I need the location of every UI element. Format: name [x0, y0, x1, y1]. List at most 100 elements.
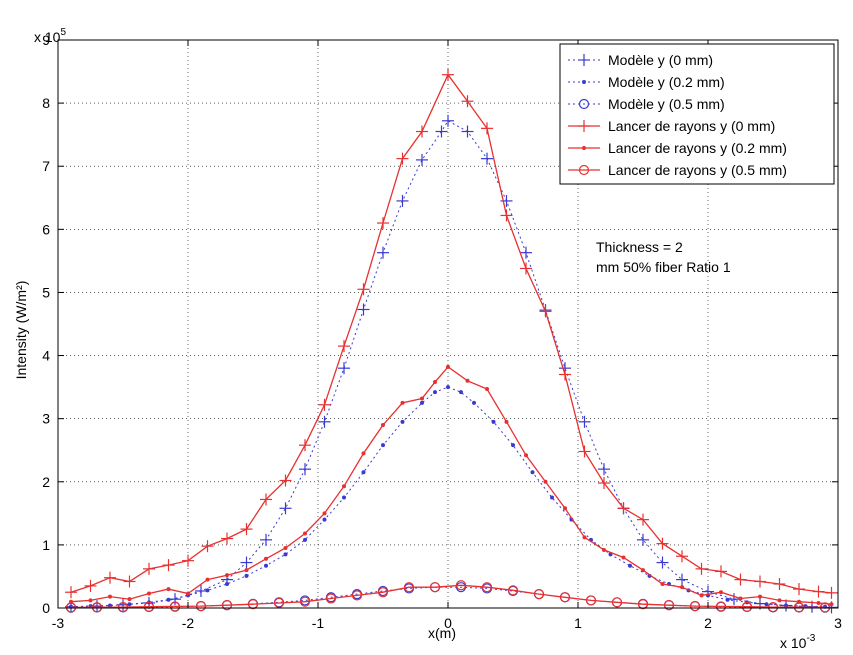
y-tick-label: 7	[42, 158, 50, 174]
series-1-point	[303, 537, 307, 542]
series-4-point	[342, 484, 346, 489]
series-3-point	[461, 95, 474, 108]
series-5-point	[299, 596, 311, 607]
series-3-point	[416, 125, 428, 138]
series-0-point	[357, 303, 370, 316]
series-3-point	[318, 398, 331, 411]
series-5-point	[377, 587, 389, 598]
series-4	[69, 364, 834, 607]
x-multiplier: x 10-3	[780, 633, 816, 651]
series-0-point	[279, 502, 292, 515]
series-line-0	[70, 120, 832, 608]
series-1-point	[264, 563, 268, 568]
series-1-point	[459, 390, 463, 395]
series-4-point	[699, 593, 704, 598]
series-5-point	[247, 599, 259, 610]
series-3-point	[559, 368, 571, 381]
series-1-point	[628, 563, 632, 568]
series-1-point	[491, 419, 496, 424]
legend-label-0: Modèle y (0 mm)	[608, 52, 713, 68]
series-5-point	[819, 602, 831, 613]
series-1-point	[342, 495, 346, 500]
x-tick-label: -3	[52, 615, 65, 631]
series-5-point	[741, 601, 753, 612]
series-5-point	[195, 601, 207, 612]
y-tick-label: 9	[42, 32, 50, 48]
legend-marker-1	[582, 80, 586, 84]
x-tick-label: 1	[574, 615, 582, 631]
series-3-point	[825, 586, 838, 599]
series-5-point	[429, 582, 441, 593]
series-3-point	[279, 474, 292, 487]
series-3-point	[500, 209, 513, 222]
series-5-point	[689, 601, 701, 612]
series-3-point	[162, 559, 175, 572]
series-line-4	[70, 366, 832, 605]
legend-marker-2	[578, 98, 590, 110]
x-tick-label: 0	[444, 615, 452, 631]
series-3-point	[481, 122, 493, 135]
series-4-point	[433, 380, 437, 385]
series-3-point	[656, 537, 669, 550]
series-5-point	[637, 599, 649, 610]
series-4-point	[816, 600, 821, 605]
series-3	[65, 68, 838, 599]
series-1-point	[530, 470, 535, 475]
series-line-3	[70, 73, 832, 594]
series-5-point	[403, 582, 415, 593]
series-0-point	[728, 593, 740, 606]
series-4-point	[485, 387, 489, 392]
y-axis-label: Intensity (W/m²)	[13, 281, 29, 380]
series-5-point	[715, 601, 727, 612]
series-0-point	[461, 125, 474, 138]
series-0-point	[481, 152, 493, 165]
series-1-point	[400, 419, 405, 424]
series-1-point	[225, 582, 229, 587]
series-4-point	[205, 577, 210, 582]
series-1-point	[550, 495, 554, 500]
y-tick-label: 1	[42, 537, 50, 553]
y-multiplier: x 105	[34, 27, 66, 45]
series-1-point	[725, 597, 730, 602]
series-3-point	[578, 445, 591, 458]
series-5-point	[65, 602, 77, 613]
series-4-point	[563, 506, 567, 511]
series-1-point	[433, 390, 437, 395]
series-4-point	[680, 585, 684, 590]
series-1-point	[420, 400, 424, 405]
legend-label-1: Modèle y (0.2 mm)	[608, 74, 725, 90]
series-3-point	[754, 575, 766, 588]
series-0-point	[442, 114, 454, 127]
series-4-point	[361, 451, 366, 456]
series-3-point	[357, 283, 370, 296]
series-3-point	[598, 477, 610, 490]
series-3-point	[734, 573, 747, 586]
series-3-point	[299, 439, 311, 452]
series-3-point	[773, 578, 786, 591]
series-5-point	[767, 601, 779, 613]
y-tick-label: 0	[42, 600, 50, 616]
series-0-point	[435, 125, 448, 138]
series-1-point	[764, 602, 769, 607]
y-multiplier-exp: 5	[60, 27, 66, 38]
series-4-point	[225, 573, 229, 578]
series-4-point	[621, 555, 626, 560]
series-3-point	[377, 217, 389, 230]
series-4-point	[524, 453, 528, 458]
legend-label-4: Lancer de rayons y (0.2 mm)	[608, 140, 787, 156]
series-4-point	[758, 594, 762, 599]
annotation-line-1: Thickness = 2	[596, 239, 683, 255]
legend-label-2: Modèle y (0.5 mm)	[608, 96, 725, 112]
series-4-point	[777, 598, 782, 603]
series-4-point	[264, 556, 268, 561]
series-3-point	[104, 571, 116, 584]
series-1-point	[244, 573, 249, 578]
annotation-line-2: mm 50% fiber Ratio 1	[596, 259, 731, 275]
axis-ticks: -3 -2 -1 0 1 2 3 0 1 2 3 4 5 6 7 8 9	[42, 32, 842, 631]
series-3-point	[182, 554, 194, 567]
series-0-point	[260, 533, 272, 546]
y-tick-label: 5	[42, 284, 50, 300]
series-4-point	[641, 568, 645, 573]
series-1-point	[511, 443, 515, 448]
